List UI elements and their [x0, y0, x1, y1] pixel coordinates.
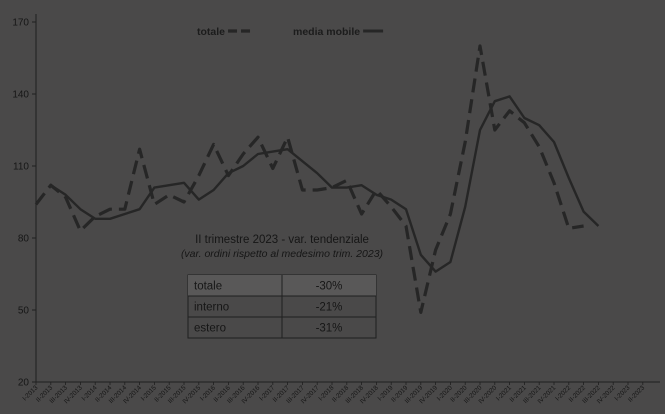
legend-item-media-mobile: media mobile — [293, 26, 384, 38]
series-line-totale — [34, 44, 584, 314]
table-value-interno: -21% — [316, 302, 343, 314]
axes — [35, 14, 660, 383]
y-tick-label: 20 — [18, 378, 30, 389]
y-axis-ticks: 20 50 80 110 140 170 — [12, 18, 36, 389]
series-lines — [34, 44, 600, 314]
legend-item-totale: totale — [197, 26, 255, 38]
annotation-subtitle: (var. ordini rispetto al medesimo trim. … — [181, 248, 383, 260]
x-axis-ticks: I-2013II-2013III-2013IV-2013I-2014II-201… — [21, 382, 646, 405]
y-tick-label: 170 — [12, 18, 29, 29]
table-value-estero: -31% — [316, 323, 343, 335]
table-label-interno: interno — [194, 302, 229, 314]
y-tick-label: 50 — [18, 306, 30, 317]
legend: totale media mobile — [197, 26, 384, 38]
y-tick-label: 110 — [13, 162, 29, 173]
x-tick-label: II-2023 — [627, 384, 647, 404]
annotation-title: II trimestre 2023 - var. tendenziale — [195, 234, 369, 246]
annotation: II trimestre 2023 - var. tendenziale (va… — [181, 234, 383, 260]
legend-label: totale — [197, 26, 225, 38]
table-label-estero: estero — [194, 323, 226, 335]
table-label-totale: totale — [194, 281, 222, 293]
variation-table: totale -30% interno -21% estero -31% — [187, 274, 377, 339]
y-tick-label: 140 — [12, 90, 29, 101]
table-value-totale: -30% — [316, 281, 343, 293]
series-line-media-mobile — [50, 95, 600, 273]
legend-label: media mobile — [293, 26, 360, 38]
y-tick-label: 80 — [18, 234, 30, 245]
